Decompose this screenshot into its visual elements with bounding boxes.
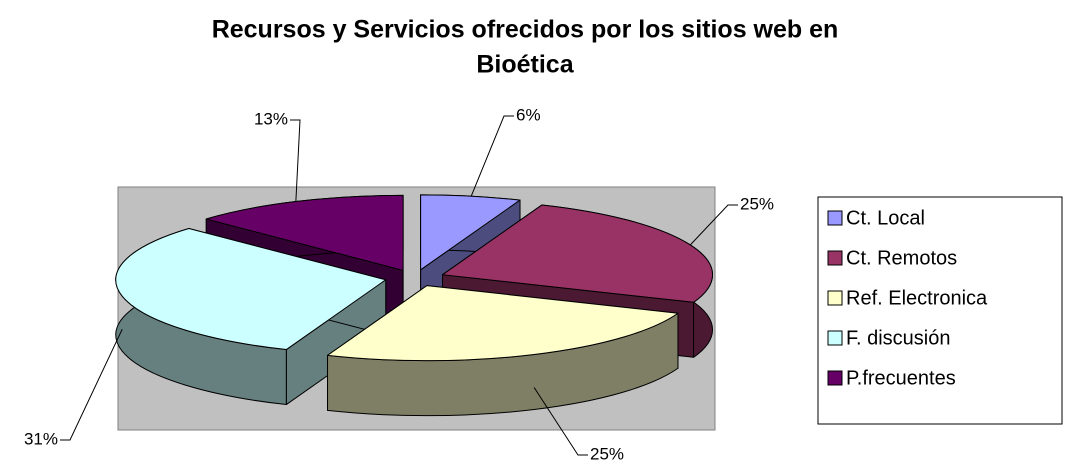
leader-line	[290, 119, 301, 202]
leader-line	[60, 328, 123, 441]
legend-swatch	[827, 210, 843, 226]
data-label: 25%	[740, 194, 774, 213]
legend-label: Ref. Electronica	[846, 287, 988, 309]
slice	[205, 194, 404, 271]
legend-label: P.frecuentes	[846, 367, 956, 389]
legend-label: Ct. Remotos	[846, 247, 957, 269]
chart-title: Recursos y Servicios ofrecidos por los s…	[212, 16, 839, 44]
slice	[327, 285, 679, 362]
data-label: 13%	[254, 109, 288, 128]
legend-label: Ct. Local	[846, 207, 925, 229]
pie	[115, 194, 713, 417]
data-label: 25%	[590, 444, 624, 463]
legend	[817, 196, 1063, 425]
legend-swatch	[827, 330, 843, 346]
legend-swatch	[827, 290, 843, 306]
legend-swatch	[827, 370, 843, 386]
data-label: 31%	[24, 429, 58, 448]
data-label: 6%	[516, 105, 541, 124]
chart-title: Bioética	[476, 51, 574, 79]
leader-line	[533, 387, 588, 456]
slice	[442, 204, 713, 303]
legend-swatch	[827, 250, 843, 266]
leader-line	[689, 204, 738, 246]
leader-line	[470, 115, 514, 197]
slice	[115, 227, 387, 351]
legend-label: F. discusión	[846, 327, 951, 349]
